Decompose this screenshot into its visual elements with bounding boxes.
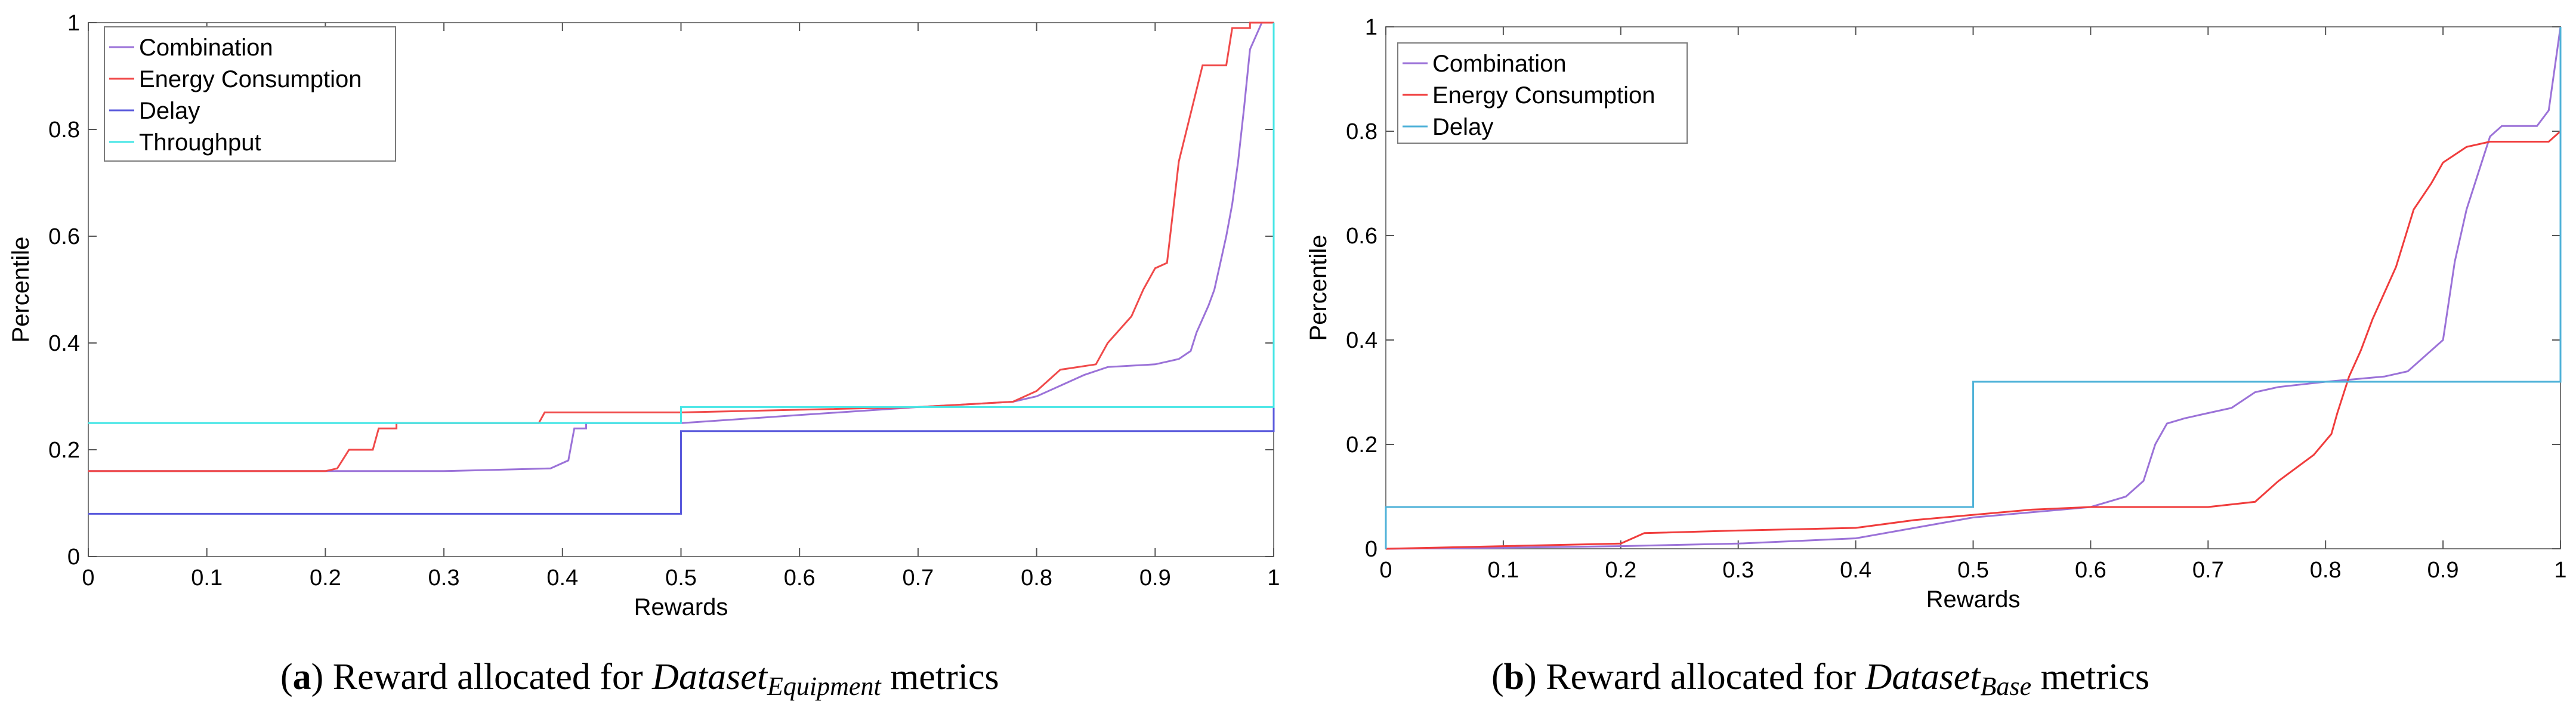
y-tick-label: 0	[67, 545, 80, 570]
x-tick-label: 0.6	[2075, 558, 2106, 583]
x-tick-label: 0.5	[1957, 558, 1989, 583]
y-axis-label: Percentile	[1305, 235, 1332, 341]
series-line-delay	[1385, 27, 2562, 549]
caption-part: Dataset	[651, 657, 768, 697]
x-tick-label: 0.8	[2310, 558, 2342, 583]
x-tick-label: 0.1	[1487, 558, 1519, 583]
legend-entry: Throughput	[139, 129, 261, 156]
legend-entry: Delay	[1432, 114, 1493, 140]
x-tick-label: 0.4	[1840, 558, 1871, 583]
chart-1: 0 0.1 0.2 0.3 0.4 0.5 0.6 0.7 0.8 0.9 1 0 0.2 0.4 0.6 0…	[1305, 15, 2567, 701]
y-tick-label: 0.8	[1346, 119, 1377, 144]
legend-entry: Energy Consumption	[139, 66, 362, 92]
x-tick-label: 0.7	[902, 565, 934, 591]
series-line-combination	[1385, 26, 2562, 550]
x-tick-label: 0	[1379, 558, 1392, 583]
caption-part: metrics	[2031, 657, 2149, 697]
caption-part: metrics	[881, 657, 999, 697]
caption-part: (	[280, 657, 293, 697]
y-axis-label: Percentile	[8, 237, 34, 343]
legend-entry: Delay	[139, 98, 200, 124]
x-tick-label: 0.2	[310, 565, 341, 591]
x-tick-label: 0.8	[1021, 565, 1052, 591]
caption-part: a	[293, 657, 311, 697]
caption-part: ) Reward allocated for	[1524, 657, 1865, 697]
figure-caption: (b) Reward allocated for DatasetBase met…	[1491, 657, 2149, 701]
caption-part: (	[1491, 657, 1504, 697]
caption-part: b	[1504, 657, 1524, 697]
y-tick-label: 1	[67, 11, 80, 36]
x-tick-label: 0.3	[1722, 558, 1754, 583]
legend-entry: Combination	[1432, 51, 1567, 77]
series-line-throughput	[88, 23, 1275, 424]
x-tick-label: 1	[1267, 565, 1280, 591]
x-tick-label: 0.3	[428, 565, 460, 591]
caption-part: Base	[1981, 672, 2032, 701]
x-tick-label: 0	[82, 565, 94, 591]
x-tick-label: 1	[2554, 558, 2566, 583]
x-tick-label: 0.5	[665, 565, 697, 591]
series-line-energy-consumption	[88, 21, 1274, 472]
caption-part: ) Reward allocated for	[311, 657, 653, 697]
x-tick-label: 0.6	[784, 565, 816, 591]
legend-box	[1397, 42, 1688, 144]
legend-entry: Combination	[139, 35, 273, 61]
legend-box	[104, 26, 396, 162]
x-tick-label: 0.9	[2427, 558, 2459, 583]
figure-caption: (a) Reward allocated for DatasetEquipmen…	[280, 657, 999, 701]
caption-part: Dataset	[1865, 657, 1982, 697]
y-tick-label: 0.6	[48, 224, 80, 249]
y-tick-label: 0.8	[48, 118, 80, 143]
x-tick-label: 0.1	[191, 565, 223, 591]
x-tick-label: 0.4	[546, 565, 578, 591]
x-tick-label: 0.9	[1139, 565, 1171, 591]
series-line-energy-consumption	[1385, 52, 2562, 550]
y-tick-label: 0.4	[48, 331, 80, 356]
x-tick-label: 0.7	[2192, 558, 2224, 583]
x-axis-label: Rewards	[1926, 586, 2021, 613]
y-tick-label: 0.2	[1346, 432, 1377, 458]
x-tick-label: 0.2	[1605, 558, 1636, 583]
legend-entry: Energy Consumption	[1432, 82, 1655, 109]
y-tick-label: 0.2	[48, 438, 80, 463]
series-line-combination	[88, 21, 1274, 472]
y-tick-label: 0.6	[1346, 224, 1377, 249]
y-tick-label: 1	[1365, 15, 1377, 40]
x-axis-label: Rewards	[634, 594, 728, 620]
chart-0: 0 0.1 0.2 0.3 0.4 0.5 0.6 0.7 0.8 0.9 1 0 0.2 0.4 0.6 0…	[8, 11, 1280, 701]
y-tick-label: 0	[1365, 537, 1377, 562]
y-tick-label: 0.4	[1346, 328, 1377, 353]
caption-part: Equipment	[767, 672, 882, 701]
